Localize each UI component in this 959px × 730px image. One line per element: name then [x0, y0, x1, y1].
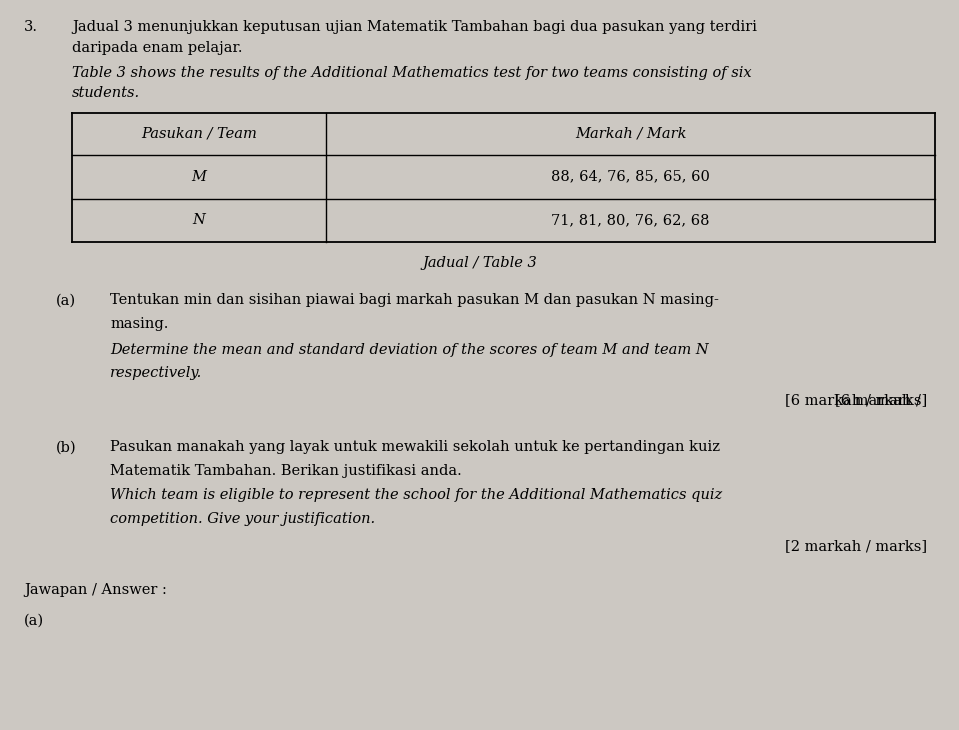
Text: N: N [193, 213, 205, 228]
Text: Jawapan / Answer :: Jawapan / Answer : [24, 583, 167, 597]
Text: Matematik Tambahan. Berikan justifikasi anda.: Matematik Tambahan. Berikan justifikasi … [110, 464, 462, 477]
Text: Jadual / Table 3: Jadual / Table 3 [422, 255, 537, 269]
Text: competition. Give your justification.: competition. Give your justification. [110, 512, 375, 526]
Text: 71, 81, 80, 76, 62, 68: 71, 81, 80, 76, 62, 68 [551, 213, 710, 228]
Text: [6 markah / ​marks]: [6 markah / ​marks] [785, 393, 927, 407]
Text: [2 markah / marks]: [2 markah / marks] [785, 539, 927, 553]
Text: Table 3 shows the results of the Additional Mathematics test for two teams consi: Table 3 shows the results of the Additio… [72, 66, 752, 80]
Text: Which team is eligible to represent the school for the Additional Mathematics qu: Which team is eligible to represent the … [110, 488, 722, 502]
Text: Markah / Mark: Markah / Mark [574, 127, 687, 141]
Text: 88, 64, 76, 85, 65, 60: 88, 64, 76, 85, 65, 60 [551, 169, 710, 184]
Text: 3.: 3. [24, 20, 38, 34]
Text: respectively.: respectively. [110, 366, 202, 380]
Text: masing.: masing. [110, 317, 169, 331]
Text: (b): (b) [56, 440, 77, 454]
Text: daripada enam pelajar.: daripada enam pelajar. [72, 41, 243, 55]
Text: Pasukan manakah yang layak untuk mewakili sekolah untuk ke pertandingan kuiz: Pasukan manakah yang layak untuk mewakil… [110, 440, 720, 454]
Text: [6 markah /: [6 markah / [835, 393, 925, 407]
Text: Determine the mean and standard deviation of the scores of team M and team N: Determine the mean and standard deviatio… [110, 343, 709, 357]
Text: Tentukan min dan sisihan piawai bagi markah pasukan M dan pasukan N masing-: Tentukan min dan sisihan piawai bagi mar… [110, 293, 719, 307]
Text: (a): (a) [24, 614, 44, 628]
Text: Jadual 3 menunjukkan keputusan ujian Matematik Tambahan bagi dua pasukan yang te: Jadual 3 menunjukkan keputusan ujian Mat… [72, 20, 757, 34]
Text: Pasukan / Team: Pasukan / Team [141, 127, 257, 141]
Text: students.: students. [72, 86, 140, 100]
Text: [6 markah / marks]: [6 markah / marks] [785, 393, 927, 407]
Text: M: M [192, 169, 206, 184]
Text: (a): (a) [56, 293, 76, 307]
